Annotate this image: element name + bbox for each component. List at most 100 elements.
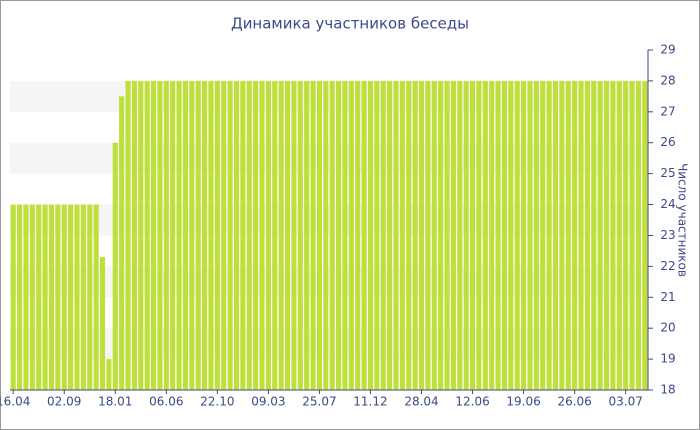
y-tick-label: 18 <box>660 383 675 397</box>
y-tick-label: 19 <box>660 352 675 366</box>
bar <box>240 80 246 390</box>
bar <box>336 80 342 390</box>
bar <box>374 80 380 390</box>
grid-band <box>10 328 648 360</box>
bar <box>284 80 291 390</box>
y-tick-label: 23 <box>660 228 675 242</box>
grid-band <box>10 204 648 236</box>
y-tick-label: 25 <box>660 166 675 180</box>
bar <box>457 80 463 390</box>
bar <box>425 80 431 390</box>
bar <box>623 80 629 390</box>
bar <box>170 80 176 390</box>
bar <box>591 80 597 390</box>
bar <box>316 80 322 390</box>
bar <box>501 80 508 390</box>
bar <box>514 80 520 390</box>
bar <box>431 80 437 390</box>
bar <box>527 80 533 390</box>
bar <box>36 204 42 390</box>
bar <box>361 80 367 390</box>
bar <box>87 204 93 390</box>
x-tick-label: 16.04 <box>0 395 30 409</box>
bar <box>150 80 157 390</box>
y-tick-label: 28 <box>660 73 675 87</box>
bar <box>55 204 61 390</box>
bar <box>444 80 450 390</box>
bar <box>202 80 208 390</box>
bar <box>265 80 271 390</box>
x-tick-label: 28.04 <box>404 395 438 409</box>
x-tick-label: 02.09 <box>47 395 81 409</box>
grid-band <box>10 80 648 112</box>
bar <box>438 80 444 390</box>
y-tick-label: 22 <box>660 259 675 273</box>
bar <box>61 204 67 390</box>
bar <box>635 80 641 390</box>
bar <box>182 80 189 390</box>
grid-band <box>10 266 648 298</box>
bar <box>74 204 80 390</box>
bar <box>629 80 635 390</box>
bar <box>68 204 74 390</box>
bar <box>125 80 131 390</box>
bar <box>546 80 552 390</box>
bar <box>348 80 354 390</box>
bar <box>584 80 590 390</box>
bar <box>246 80 252 390</box>
bar <box>489 80 495 390</box>
bar <box>221 80 227 390</box>
bar <box>189 80 195 390</box>
bar <box>642 80 648 390</box>
bar <box>450 80 456 390</box>
y-tick-label: 24 <box>660 197 675 211</box>
y-tick-label: 20 <box>660 321 675 335</box>
bar <box>291 80 297 390</box>
bar <box>418 80 425 390</box>
bar <box>463 80 469 390</box>
bar <box>552 80 559 390</box>
bar <box>476 80 482 390</box>
bar <box>508 80 514 390</box>
bar <box>227 80 233 390</box>
bar <box>138 80 144 390</box>
bar <box>406 80 412 390</box>
x-tick-label: 11.12 <box>353 395 387 409</box>
bar <box>112 142 118 390</box>
bar <box>355 80 361 390</box>
y-tick-label: 26 <box>660 135 675 149</box>
y-tick-label: 29 <box>660 43 675 57</box>
bar <box>533 80 539 390</box>
bar <box>304 80 310 390</box>
bar <box>17 204 23 390</box>
bar <box>99 257 106 390</box>
bar <box>253 80 259 390</box>
bar <box>380 80 386 390</box>
bar <box>131 80 137 390</box>
chart-title: Динамика участников беседы <box>231 15 469 33</box>
x-tick-label: 18.01 <box>98 395 132 409</box>
y-tick-label: 27 <box>660 104 675 118</box>
bar <box>603 80 610 390</box>
bar <box>610 80 616 390</box>
bar <box>259 80 265 390</box>
bar <box>176 80 182 390</box>
x-tick-label: 25.07 <box>302 395 336 409</box>
bar <box>495 80 501 390</box>
bar <box>23 204 29 390</box>
bar <box>616 80 622 390</box>
bar <box>572 80 578 390</box>
bar <box>342 80 348 390</box>
bar <box>559 80 565 390</box>
grid-band <box>10 142 648 174</box>
bar <box>310 80 316 390</box>
x-tick-label: 22.10 <box>200 395 234 409</box>
bar <box>208 80 214 390</box>
x-tick-label: 09.03 <box>251 395 285 409</box>
bar <box>233 80 240 390</box>
bar <box>163 80 169 390</box>
bar <box>399 80 405 390</box>
x-tick-label: 06.06 <box>149 395 183 409</box>
bar <box>469 80 476 390</box>
